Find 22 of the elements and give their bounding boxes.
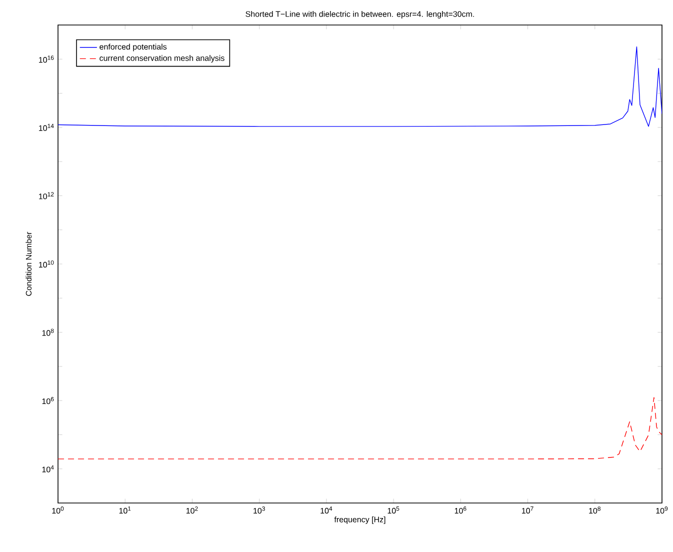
x-tick-label: 10$^{1}$ xyxy=(119,506,131,514)
legend-label: current conservation mesh analysis xyxy=(100,55,224,62)
x-tick-label: 10$^{3}$ xyxy=(254,506,265,514)
x-tick-label: 10$^{4}$ xyxy=(320,506,332,514)
x-tick-label: 10$^{2}$ xyxy=(186,506,198,514)
y-axis-title: Condition Number xyxy=(26,232,32,296)
y-tick-label: 10$^{8}$ xyxy=(42,328,54,336)
chart-title: Shorted T−Line with dielectric in between. epsr=4. lenght=30cm. xyxy=(246,10,474,18)
x-tick-label: 10$^{8}$ xyxy=(589,506,600,514)
y-tick-label: 10$^{16}$ xyxy=(39,56,54,63)
x-tick-label: 10$^{6}$ xyxy=(454,506,466,514)
y-tick-label: 10$^{6}$ xyxy=(42,397,54,404)
x-tick-label: 10$^{5}$ xyxy=(388,506,400,514)
y-tick-label: 10$^{12}$ xyxy=(39,192,54,200)
x-axis-title: frequency [Hz] xyxy=(334,516,386,524)
x-tick-label: 10$^{9}$ xyxy=(656,506,668,514)
x-tick-label: 10$^{7}$ xyxy=(522,506,534,514)
legend-label: enforced potentials xyxy=(100,44,167,52)
x-tick-label: 10$^{0}$ xyxy=(52,506,64,514)
y-tick-label: 10$^{4}$ xyxy=(42,465,54,472)
y-tick-label: 10$^{14}$ xyxy=(39,124,54,131)
y-tick-label: 10$^{10}$ xyxy=(39,260,54,268)
